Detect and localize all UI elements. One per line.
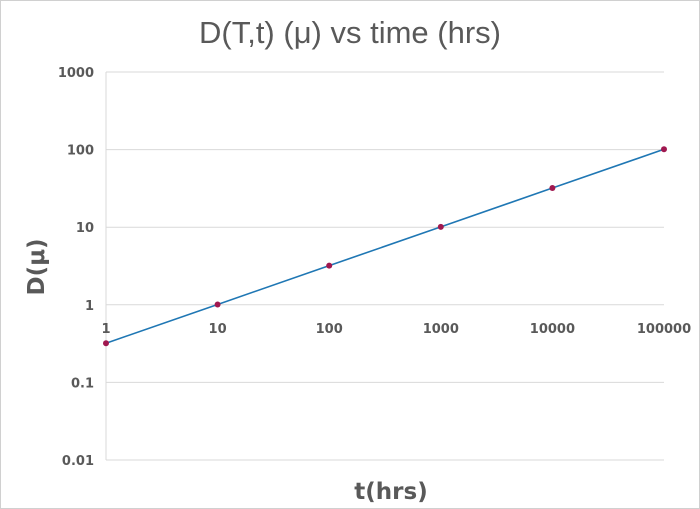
x-axis-title: t(hrs)	[354, 479, 427, 505]
y-axis-title: D(μ)	[24, 238, 50, 295]
y-tick-labels: 0.01 0.1 1 10 100 1000	[58, 66, 94, 469]
x-tick-label: 1000	[423, 322, 459, 337]
series-line-0	[105, 148, 665, 344]
x-tick-label: 1	[101, 322, 110, 337]
chart-title: D(T,t) (μ) vs time (hrs)	[199, 15, 501, 50]
data-point	[214, 301, 221, 308]
y-tick-label: 0.01	[62, 454, 94, 469]
data-point	[661, 146, 667, 153]
x-tick-label: 10000	[530, 322, 575, 337]
data-point	[326, 262, 333, 269]
y-tick-label: 100	[67, 144, 94, 159]
gridlines	[105, 71, 664, 461]
y-tick-label: 10	[76, 221, 94, 236]
y-tick-label: 1	[85, 299, 94, 314]
data-point	[549, 185, 556, 192]
data-point	[103, 340, 109, 347]
x-tick-label: 100000	[637, 322, 691, 337]
series-group	[103, 146, 667, 347]
y-tick-label: 0.1	[71, 376, 94, 391]
y-tick-label: 1000	[58, 66, 94, 81]
data-point	[437, 223, 444, 230]
x-tick-label: 100	[316, 322, 343, 337]
x-tick-label: 10	[209, 322, 227, 337]
x-tick-labels: 1 10 100 1000 10000 100000	[101, 322, 691, 337]
